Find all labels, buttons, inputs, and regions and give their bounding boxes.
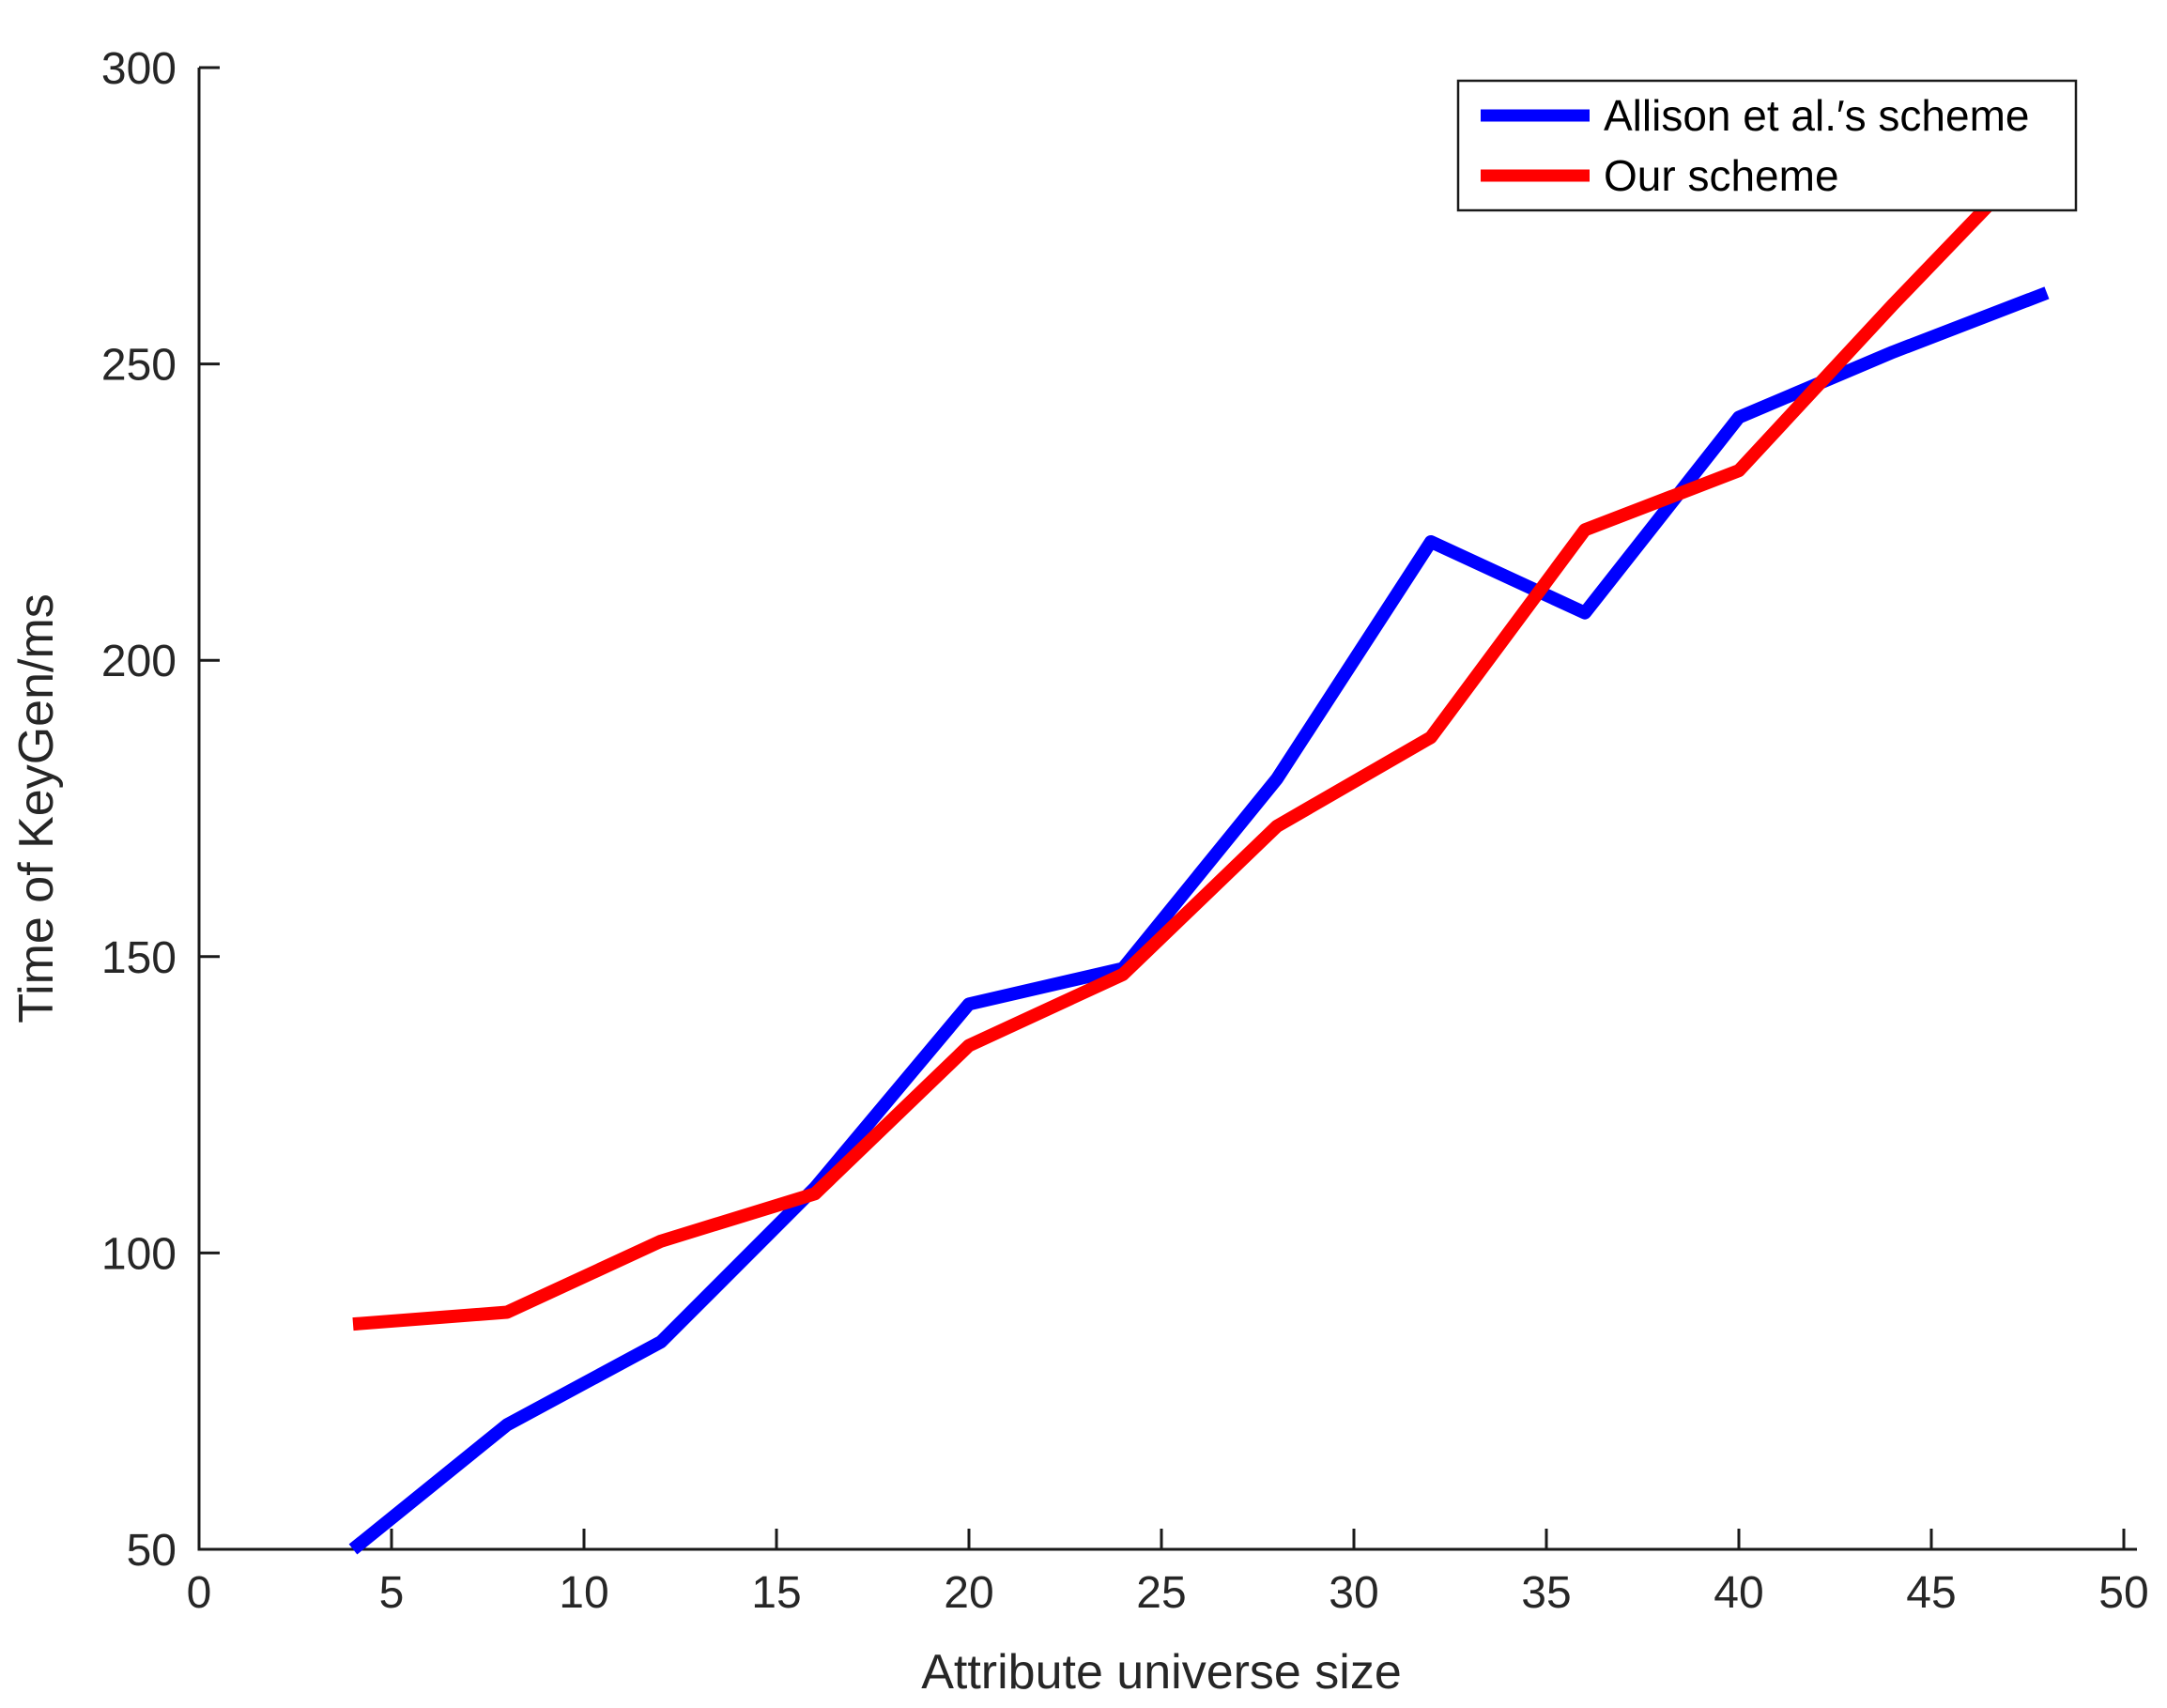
x-tick-label: 25 — [1136, 1568, 1186, 1618]
legend-label-allison: Allison et al.′s scheme — [1604, 91, 2030, 140]
axes: 0 5 10 15 20 25 30 35 40 45 50 50 100 150 200 250 300 — [101, 44, 2149, 1618]
x-tick-label: 20 — [944, 1568, 993, 1618]
x-tick-label: 0 — [187, 1568, 212, 1618]
x-axis-label: Attribute universe size — [921, 1645, 1402, 1700]
x-tick-label: 30 — [1329, 1568, 1378, 1618]
y-tick-label: 250 — [101, 341, 177, 391]
y-axis-label: Time of KeyGen/ms — [9, 593, 64, 1023]
y-tick-label: 50 — [127, 1526, 177, 1576]
y-tick-label: 200 — [101, 637, 177, 686]
legend: Allison et al.′s scheme Our scheme — [1456, 79, 2078, 212]
x-tick-label: 15 — [751, 1568, 801, 1618]
x-tick-label: 35 — [1521, 1568, 1571, 1618]
x-tick-label: 5 — [379, 1568, 405, 1618]
y-tick-label: 150 — [101, 933, 177, 983]
y-tick-label: 300 — [101, 44, 177, 94]
x-tick-label: 10 — [559, 1568, 608, 1618]
axis-spines — [197, 68, 2137, 1551]
x-tick-label: 45 — [1906, 1568, 1956, 1618]
series-line-allison — [348, 286, 2050, 1555]
x-tick-label: 40 — [1714, 1568, 1763, 1618]
series-line-our-scheme — [352, 140, 2052, 1331]
data-series — [348, 140, 2052, 1555]
y-tick-label: 100 — [101, 1229, 177, 1279]
x-tick-label: 50 — [2098, 1568, 2148, 1618]
legend-box — [1456, 79, 2078, 212]
legend-label-our-scheme: Our scheme — [1604, 151, 1839, 200]
